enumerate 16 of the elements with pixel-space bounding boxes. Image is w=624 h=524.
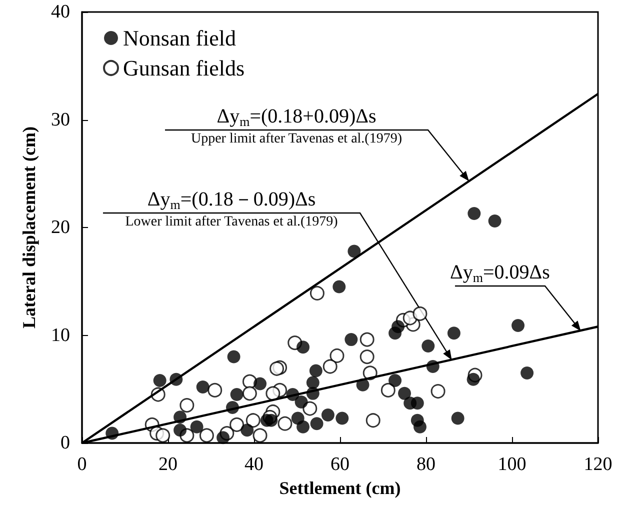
x-tick-label: 80 <box>416 454 436 475</box>
x-axis-title: Settlement (cm) <box>279 478 401 498</box>
y-tick-label: 20 <box>51 217 70 238</box>
x-tick-label: 100 <box>498 454 526 475</box>
x-tick-label: 0 <box>77 454 87 475</box>
y-tick-label: 40 <box>51 2 70 22</box>
y-tick-label: 0 <box>60 432 70 454</box>
x-tick-label: 20 <box>158 454 178 475</box>
y-axis-title: Lateral displacement (cm) <box>19 126 39 328</box>
x-tick-label: 40 <box>244 454 264 475</box>
legend-label: Nonsan field <box>123 26 236 50</box>
legend-label: Gunsan fields <box>123 56 245 80</box>
y-tick-label: 10 <box>51 324 70 346</box>
y-tick-label: 30 <box>51 109 70 130</box>
x-tick-label: 120 <box>584 454 612 475</box>
x-tick-label: 60 <box>330 454 350 475</box>
